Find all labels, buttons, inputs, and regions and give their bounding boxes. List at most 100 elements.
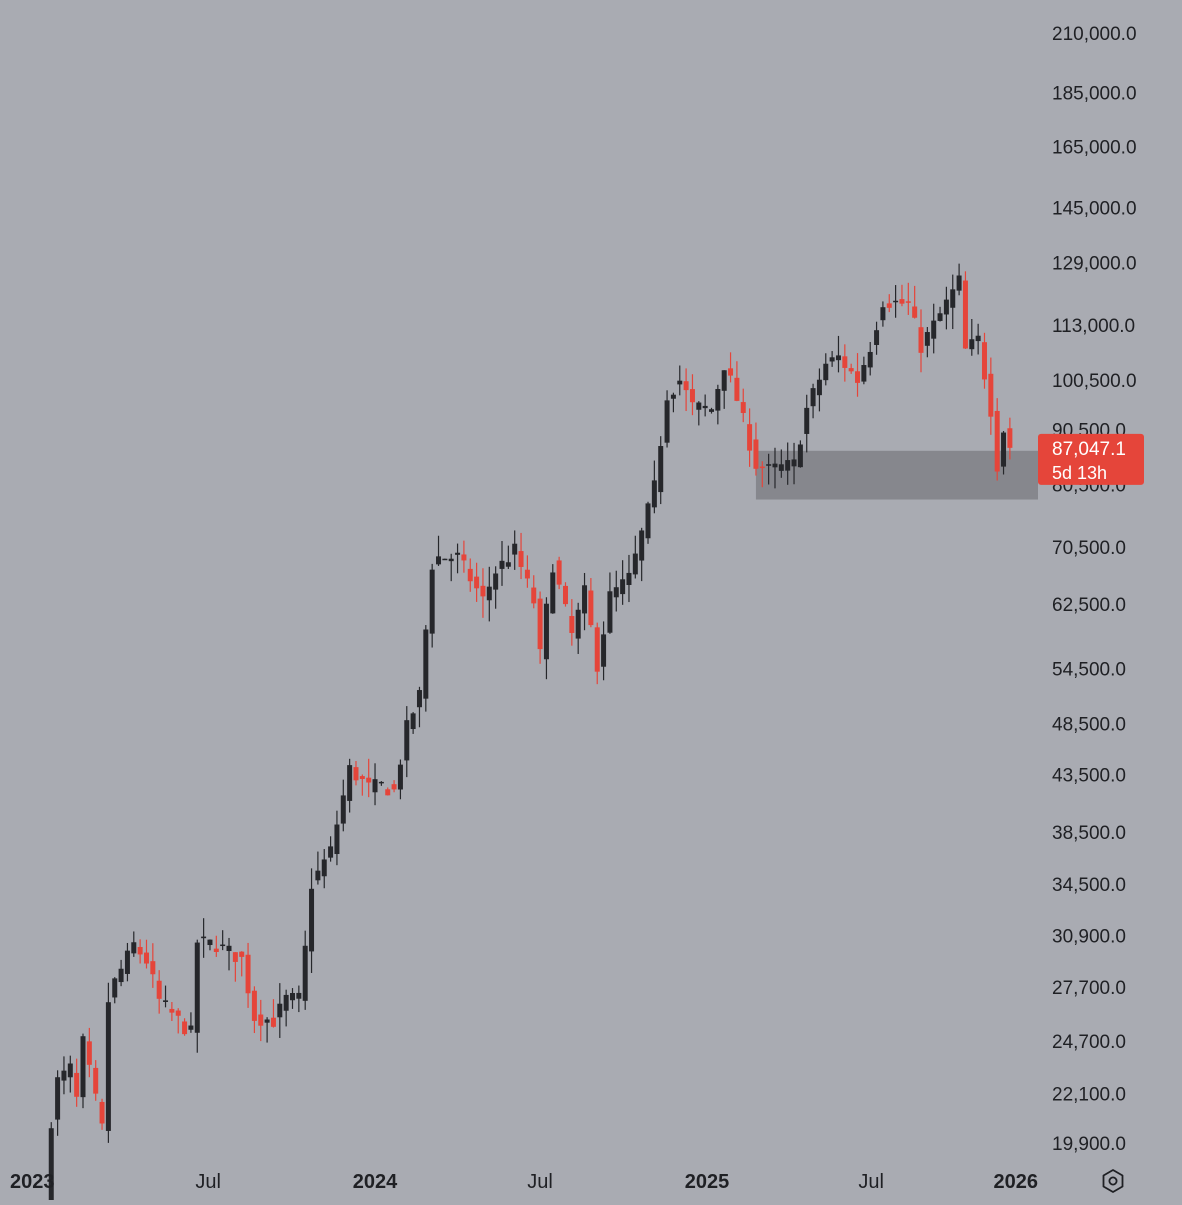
candle-body (175, 1010, 181, 1016)
candle-body (956, 275, 962, 291)
candle-body (486, 586, 492, 601)
candle (48, 1122, 54, 1205)
candle (537, 591, 543, 664)
candle-body (721, 370, 727, 391)
candle (924, 326, 930, 358)
candle (124, 942, 130, 982)
candle-body (423, 629, 429, 699)
candle (137, 939, 143, 964)
candle (601, 621, 607, 681)
candle-body (296, 992, 302, 999)
candle-body (353, 767, 359, 781)
candle-body (556, 560, 562, 585)
candle (791, 442, 797, 485)
candle (220, 930, 226, 951)
candle-body (264, 1019, 270, 1023)
candle-body (315, 870, 321, 881)
candle (670, 392, 676, 413)
y-tick-label: 24,700.0 (1052, 1032, 1126, 1053)
candle (315, 851, 321, 885)
candle (74, 1058, 80, 1107)
candle-body (734, 377, 740, 401)
candle-body (924, 332, 930, 346)
candle-body (747, 424, 753, 451)
candle (651, 460, 657, 514)
y-tick-label: 22,100.0 (1052, 1085, 1126, 1106)
candle (810, 383, 816, 419)
candle (658, 436, 664, 505)
candle (264, 1017, 270, 1043)
candle-body (258, 1014, 264, 1026)
candle-body (436, 556, 442, 565)
y-tick-label: 27,700.0 (1052, 978, 1126, 999)
candle-body (601, 634, 607, 667)
y-tick-label: 113,000.0 (1052, 316, 1135, 337)
candle-body (981, 342, 987, 380)
candle-body (67, 1063, 73, 1078)
candle-body (416, 690, 422, 708)
candle (956, 263, 962, 296)
candle-body (626, 572, 632, 586)
candle-countdown: 5d 13h (1052, 463, 1107, 483)
x-tick-label: Jul (527, 1171, 553, 1193)
candle (397, 759, 403, 800)
candle (588, 578, 594, 628)
y-tick-label: 165,000.0 (1052, 138, 1137, 159)
candle (442, 558, 448, 561)
candle (905, 282, 911, 315)
candle (696, 401, 702, 426)
candle-body (893, 300, 899, 303)
candle-body (804, 407, 810, 434)
candle (505, 545, 511, 569)
candle-body (753, 439, 759, 469)
candle (823, 353, 829, 386)
y-tick-label: 38,500.0 (1052, 823, 1126, 844)
candle (582, 572, 588, 631)
candle (118, 959, 124, 987)
candle-body (518, 551, 524, 567)
candle (493, 566, 499, 609)
candle-body (658, 446, 664, 493)
candle (524, 555, 530, 588)
candle (270, 999, 276, 1028)
candle-body (410, 713, 416, 730)
candle-body (829, 357, 835, 362)
candle-body (455, 552, 461, 555)
candle-body (277, 1003, 283, 1018)
candle-body (950, 289, 956, 308)
x-tick-label: 2023 (10, 1171, 55, 1193)
candle (290, 988, 295, 1009)
candle (169, 1001, 175, 1022)
candle-body (137, 946, 143, 955)
candle-body (943, 299, 949, 315)
candle-body (283, 994, 289, 1011)
candle (105, 982, 111, 1143)
candle-body (651, 480, 657, 508)
candle-body (467, 568, 473, 582)
candle (80, 1033, 86, 1109)
candle-body (429, 569, 435, 634)
candle-body (156, 980, 162, 999)
candle-body (251, 990, 257, 1021)
candle (702, 394, 708, 417)
candle-body (448, 558, 454, 562)
candle (912, 285, 918, 319)
candle-body (163, 1000, 169, 1002)
candle (816, 368, 822, 412)
candle (143, 939, 149, 969)
candle (423, 625, 429, 712)
candle (626, 554, 632, 603)
y-tick-label: 34,500.0 (1052, 875, 1126, 896)
candle (416, 686, 422, 728)
candle (994, 398, 1000, 481)
candle-body (80, 1036, 86, 1098)
candle (194, 939, 200, 1053)
candle (302, 930, 308, 1010)
candle-body (969, 339, 975, 350)
candle-body (290, 993, 295, 1001)
gear-icon[interactable] (1102, 1169, 1124, 1193)
candle-body (696, 402, 702, 410)
candle-body (226, 945, 232, 952)
